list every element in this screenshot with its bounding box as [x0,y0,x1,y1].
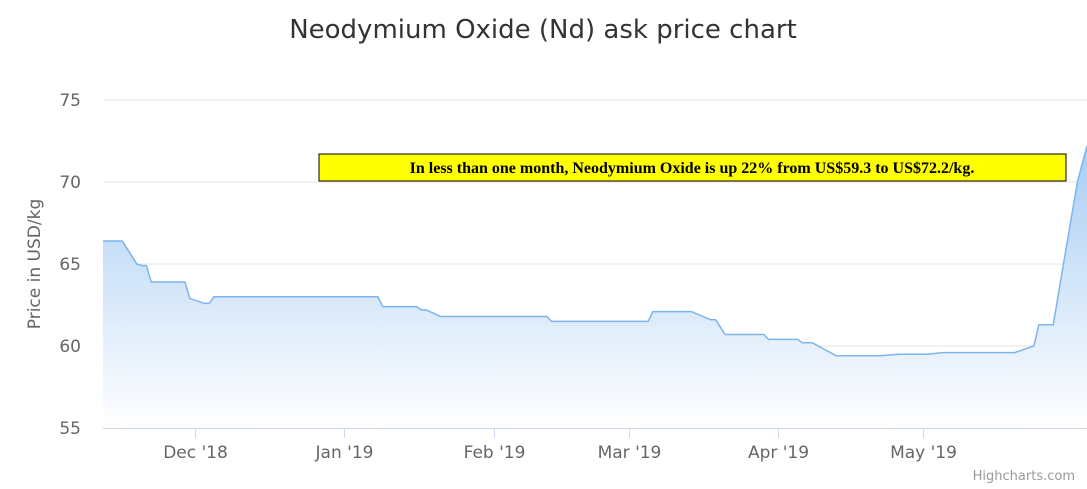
y-tick-label: 65 [59,255,81,275]
y-axis-ticks: 55 60 65 70 75 [59,91,81,439]
annotation-text: In less than one month, Neodymium Oxide … [410,160,975,177]
annotation-box [318,153,1067,182]
credits-link[interactable]: Highcharts.com [973,469,1075,484]
x-tick-label: Apr '19 [748,443,809,463]
x-axis-ticks: Dec '18 Jan '19 Feb '19 Mar '19 Apr '19 May '… [163,428,957,463]
y-axis-label: Price in USD/kg [25,199,45,329]
chart-title: Neodymium Oxide (Nd) ask price chart [289,15,797,45]
x-tick-label: Mar '19 [598,443,662,463]
x-tick-label: May '19 [890,443,957,463]
y-tick-label: 70 [59,173,81,193]
y-tick-label: 75 [59,91,81,111]
y-tick-label: 55 [59,419,81,439]
y-tick-label: 60 [59,337,81,357]
x-tick-label: Jan '19 [315,443,374,463]
x-tick-label: Feb '19 [464,443,526,463]
series-area [103,145,1087,428]
series-line [103,145,1087,357]
x-tick-label: Dec '18 [163,443,228,463]
annotation: In less than one month, Neodymium Oxide … [318,153,1067,182]
